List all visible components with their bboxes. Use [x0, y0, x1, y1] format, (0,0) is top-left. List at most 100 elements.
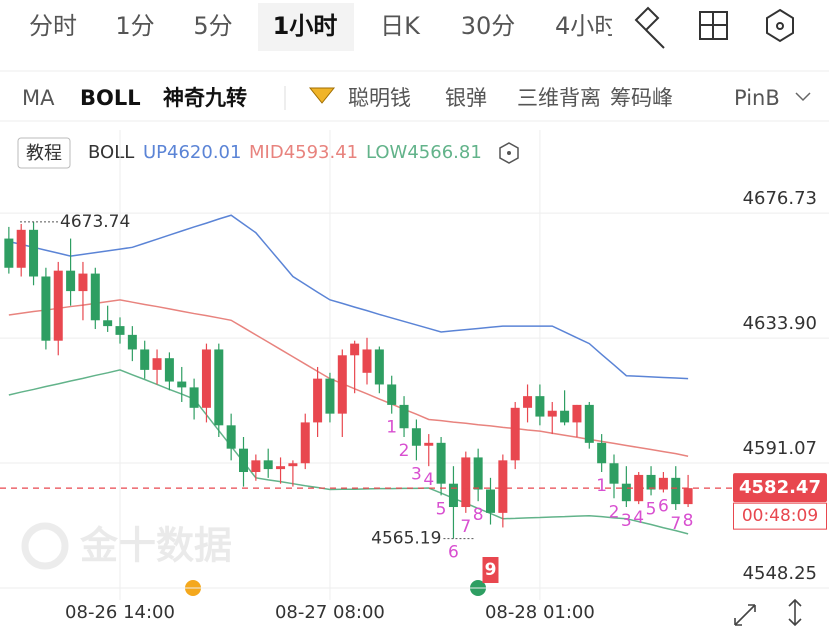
candle-body: [350, 343, 360, 356]
expand-icon[interactable]: [734, 604, 756, 626]
td-count: 1: [386, 418, 397, 438]
boll-settings[interactable]: [499, 142, 519, 164]
draw-icon[interactable]: [634, 6, 665, 49]
td-count: 8: [473, 505, 484, 525]
td-count: 5: [436, 499, 447, 519]
candle-body: [523, 396, 533, 408]
candle-body: [325, 378, 335, 414]
x-tick-label: 08-27 08:00: [275, 602, 385, 623]
candle-body: [41, 276, 51, 341]
candle-body: [288, 463, 298, 467]
countdown-box: [733, 502, 827, 530]
td-count: 2: [609, 502, 620, 522]
candle-body: [29, 229, 39, 277]
active-tab-bg: [258, 3, 354, 51]
candle-body: [90, 273, 100, 321]
timeframe-tab[interactable]: 日K: [380, 12, 421, 40]
legend-entry: MID4593.41: [249, 142, 358, 163]
candle-body: [300, 422, 310, 464]
candle-body: [239, 448, 248, 473]
candle-body: [597, 442, 607, 464]
last-price-label: 4582.47: [739, 477, 821, 498]
boll-line: [8, 214, 689, 380]
diamond-icon: [308, 87, 336, 104]
candle-body: [473, 457, 483, 490]
td-count: 7: [460, 517, 471, 537]
td-count: 3: [411, 464, 422, 484]
y-tick-label: 4633.90: [743, 313, 817, 334]
settings-icon[interactable]: [766, 8, 794, 43]
candle-body: [671, 477, 681, 505]
toolbar-icons: [634, 6, 794, 49]
candle-body: [374, 349, 384, 385]
candle-body: [214, 349, 224, 426]
td-count: 5: [646, 499, 657, 519]
indicator-tab[interactable]: MA: [22, 86, 55, 110]
watermark: 金十数据: [79, 524, 232, 568]
bottom-icons: [734, 598, 802, 627]
timeframe-tab[interactable]: 30分: [461, 12, 516, 40]
timeframe-tab[interactable]: 4小时: [555, 12, 618, 40]
candle-body: [498, 460, 508, 513]
candle-body: [436, 442, 446, 484]
indicator-tab[interactable]: PinB: [734, 86, 780, 110]
candle-body: [115, 326, 125, 335]
candle-body: [646, 474, 656, 490]
candle-body: [547, 410, 557, 417]
candle-body: [399, 404, 409, 429]
candle-body: [510, 407, 520, 461]
td-count: 4: [423, 470, 434, 490]
candle-body: [127, 334, 137, 350]
candle-body: [66, 270, 76, 292]
legend-entry: LOW4566.81: [366, 142, 482, 163]
candle-body: [387, 384, 397, 405]
candle-body: [103, 320, 113, 327]
x-tick-label: 08-28 01:00: [485, 602, 595, 623]
candle-body: [572, 404, 582, 423]
indicator-tab[interactable]: BOLL: [80, 86, 141, 110]
timeframe-tab[interactable]: 1小时: [273, 12, 338, 40]
chevron[interactable]: [795, 92, 811, 102]
indicator-tab[interactable]: 聪明钱: [348, 86, 411, 110]
candle-body: [140, 349, 150, 370]
candle-body: [189, 387, 199, 408]
td-box: [482, 557, 499, 583]
timeframe-tab[interactable]: 1分: [115, 12, 154, 40]
indicator-tab[interactable]: 神奇九转: [163, 86, 247, 110]
indicator-tab[interactable]: 三维背离: [517, 86, 601, 110]
legend-entry: UP4620.01: [143, 142, 241, 163]
candle-body: [362, 349, 372, 373]
candle-body: [486, 489, 495, 513]
indicator-tab[interactable]: 筹码峰: [610, 86, 673, 110]
td-count: 9: [485, 560, 497, 580]
watermark-logo: [21, 522, 69, 570]
high-label: 4673.74: [60, 212, 130, 232]
td-count: 3: [621, 511, 632, 531]
candle-body: [424, 442, 434, 446]
td-count: 8: [683, 511, 694, 531]
scale-icon[interactable]: [788, 598, 802, 627]
candle-body: [164, 358, 174, 382]
boll-line: [8, 369, 689, 535]
timeframe-tab[interactable]: 分时: [29, 12, 77, 40]
candle-body: [461, 457, 471, 508]
low-label: 4565.19: [371, 529, 441, 549]
timeframe-tab[interactable]: 5分: [193, 12, 232, 40]
candle-body: [276, 466, 286, 470]
candle-body: [177, 381, 187, 388]
candle-body: [448, 483, 458, 508]
tutorial-label: 教程: [26, 143, 62, 164]
x-tick-label: 08-26 14:00: [65, 602, 175, 623]
candle-body: [263, 460, 273, 470]
candle-body: [152, 358, 162, 370]
tutorial-button[interactable]: [17, 137, 71, 169]
candle-body: [584, 404, 594, 443]
td-count: 6: [658, 496, 669, 516]
candle-body: [411, 428, 421, 446]
candle-body: [313, 378, 323, 423]
y-tick-label: 4548.25: [743, 563, 817, 584]
indicator-tab[interactable]: 银弹: [445, 86, 487, 110]
y-tick-label: 4676.73: [743, 188, 817, 209]
candle-body: [683, 488, 693, 505]
plot: [4, 214, 693, 539]
